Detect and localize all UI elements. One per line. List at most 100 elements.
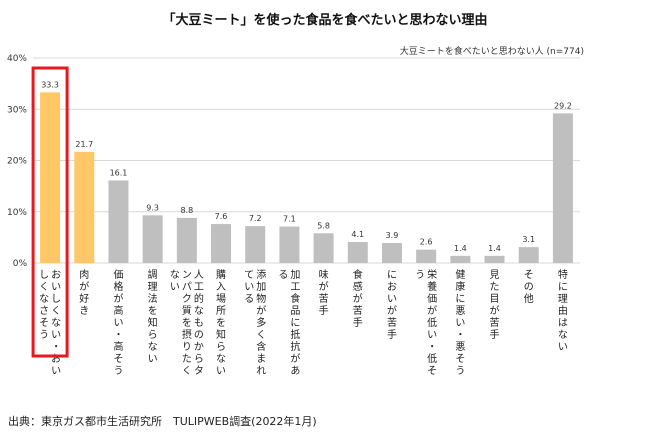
category-char: 価 [427, 292, 437, 305]
bar [176, 217, 197, 263]
category-char: 理 [148, 281, 158, 293]
chart-title: 「大豆ミート」を使った食品を食べたいと思わない理由 [162, 13, 488, 28]
category-char: が [79, 280, 89, 293]
category-char: お [387, 281, 397, 293]
category-char: な [39, 293, 49, 305]
category-char: い [170, 282, 180, 293]
category-char: お [51, 353, 61, 365]
bar [518, 247, 539, 263]
category-char: な [170, 269, 180, 281]
category-char: り [182, 341, 192, 353]
category-char: う [415, 269, 425, 281]
category-char: を [148, 305, 158, 317]
category-char: う [39, 329, 49, 341]
highlight-box [31, 66, 69, 358]
category-char: 高 [113, 340, 123, 353]
category-char: そ [524, 269, 534, 281]
bar [416, 249, 437, 263]
y-tick-label: 10% [7, 208, 27, 218]
category-char: に [558, 281, 568, 293]
value-label: 16.1 [110, 168, 128, 177]
category-char: に [290, 317, 300, 329]
value-label: 9.3 [146, 203, 159, 212]
category-char: 目 [490, 294, 500, 305]
category-char: 工 [290, 282, 300, 293]
category-char: な [216, 353, 226, 365]
value-label: 2.6 [420, 238, 433, 247]
category-char: が [290, 352, 300, 365]
category-char: ま [256, 353, 266, 365]
category-label: その他 [524, 269, 534, 305]
value-label: 1.4 [454, 244, 467, 253]
category-char: 抗 [290, 340, 300, 353]
category-char: 特 [558, 269, 568, 281]
chart-subtitle: 大豆ミートを食べたいと思わない人 (n=774) [399, 47, 584, 57]
category-char: を [182, 317, 192, 329]
category-char: く [51, 306, 61, 317]
category-char: た [490, 281, 500, 293]
category-char: し [39, 269, 49, 281]
category-char: を [216, 317, 226, 329]
category-char: い [113, 318, 123, 329]
bar [381, 243, 402, 263]
category-char: が [490, 304, 500, 317]
category-char: 栄 [427, 269, 437, 281]
category-char: ら [216, 341, 226, 353]
category-char: い [244, 282, 254, 293]
y-axis-ticks: 0% 10% 20% 30% 40% [7, 54, 27, 269]
bar [142, 215, 163, 263]
category-char: 質 [182, 304, 192, 317]
category-char: ・ [427, 342, 437, 353]
category-char: 康 [455, 280, 465, 293]
category-char: い [51, 282, 61, 293]
category-char: 加 [256, 281, 266, 293]
category-char: し [51, 293, 61, 305]
category-char: 他 [524, 292, 534, 305]
y-tick-label: 40% [7, 54, 27, 64]
value-label: 33.3 [41, 80, 59, 89]
category-char: 手 [319, 304, 329, 317]
category-char: る [278, 269, 288, 281]
bar [40, 92, 61, 264]
category-char: が [113, 292, 123, 305]
category-char: う [113, 365, 123, 377]
category-char: に [455, 293, 465, 305]
category-char: 場 [216, 292, 226, 305]
category-char: が [387, 304, 397, 317]
value-label: 8.8 [180, 206, 193, 215]
category-char: 摂 [182, 328, 192, 341]
category-char: な [558, 329, 568, 341]
highlight-box-rect [31, 66, 69, 358]
value-label: 1.4 [488, 244, 501, 253]
category-char: が [256, 304, 266, 317]
category-char: 味 [319, 269, 329, 281]
category-char: 見 [490, 269, 500, 281]
category-char: 物 [256, 292, 266, 305]
bar [74, 151, 95, 263]
category-char: が [427, 304, 437, 317]
category-char: く [182, 366, 192, 377]
category-char: 感 [353, 280, 363, 293]
category-char: 添 [256, 268, 266, 281]
source-note: 出典：東京ガス都市生活研究所 TULIPWEB調査(2022年1月) [8, 415, 317, 428]
category-char: 知 [148, 316, 158, 329]
bar [450, 255, 471, 263]
bars [40, 92, 573, 264]
category-char: も [194, 317, 204, 329]
category-char: 調 [148, 268, 158, 281]
category-char: ら [194, 353, 204, 365]
category-char: い [51, 330, 61, 341]
category-char: 苦 [490, 316, 500, 329]
category-char: 工 [194, 282, 204, 293]
category-char: い [558, 342, 568, 353]
value-label: 3.1 [522, 235, 535, 244]
